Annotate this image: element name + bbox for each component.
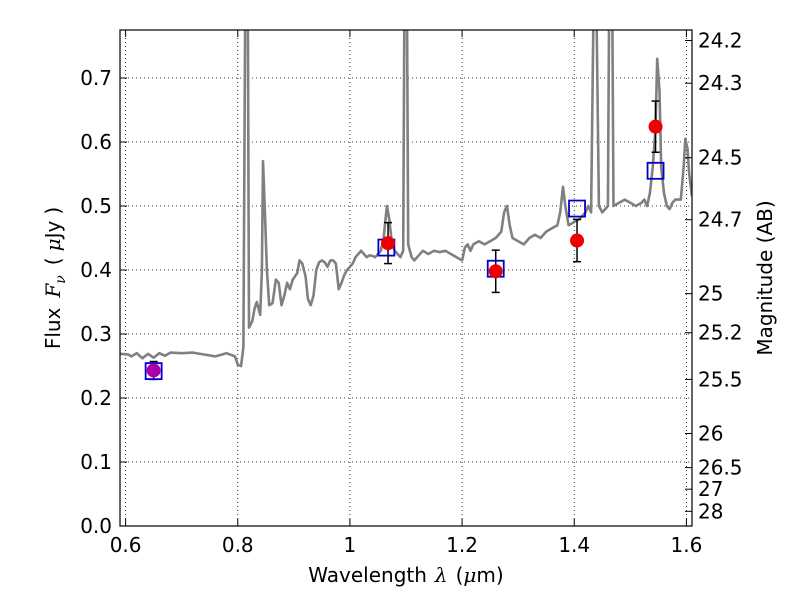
y-tick-label: 0.3 xyxy=(80,322,112,346)
observed-point xyxy=(648,119,663,134)
x-axis-label: Wavelength λ (μm) xyxy=(308,563,503,587)
spectrum-line xyxy=(120,30,692,368)
magnitude-tick-label: 24.2 xyxy=(698,29,743,53)
magnitude-tick-label: 25.5 xyxy=(698,367,743,391)
y-tick-label: 0.0 xyxy=(80,514,112,538)
magnitude-tick-label: 24.5 xyxy=(698,146,743,170)
magnitude-tick-label: 27 xyxy=(698,477,723,501)
magnitude-tick-label: 28 xyxy=(698,499,723,523)
plot-frame xyxy=(119,29,693,527)
magnitude-tick-label: 26.5 xyxy=(698,456,743,480)
x-tick-label: 1 xyxy=(344,533,357,557)
y-tick-label: 0.6 xyxy=(80,130,112,154)
model-point xyxy=(646,161,665,180)
magnitude-tick-label: 24.3 xyxy=(698,71,743,95)
observed-point xyxy=(570,233,585,248)
y-tick-label: 0.4 xyxy=(80,258,112,282)
magnitude-tick-label: 25 xyxy=(698,282,723,306)
x-tick-label: 1.6 xyxy=(670,533,702,557)
observed-point xyxy=(488,264,503,279)
plot-background xyxy=(120,30,692,526)
y-tick-label: 0.5 xyxy=(80,194,112,218)
y-tick-label: 0.2 xyxy=(80,386,112,410)
magnitude-tick-label: 24.7 xyxy=(698,208,743,232)
plot-content xyxy=(120,30,692,381)
x-tick-label: 0.6 xyxy=(110,533,142,557)
model-point xyxy=(144,362,163,381)
x-tick-label: 0.8 xyxy=(222,533,254,557)
magnitude-tick-label: 26 xyxy=(698,421,723,445)
axis-ticks: 0.6 0.8 1 1.2 1.4 1.6 0.0 0.1 0.2 0.3 0.4 0.5 0.6 0.7… xyxy=(80,29,742,557)
model-point xyxy=(568,199,586,218)
magnitude-tick-label: 25.2 xyxy=(698,321,743,345)
magnitude-axis-label: Magnitude (AB) xyxy=(753,200,777,355)
observed-point xyxy=(381,236,396,251)
x-tick-label: 1.2 xyxy=(446,533,478,557)
y-axis-label: FluxFν(μJy) xyxy=(41,207,69,349)
y-tick-label: 0.1 xyxy=(80,450,112,474)
y-tick-label: 0.7 xyxy=(80,66,112,90)
observed-point xyxy=(146,363,161,378)
x-tick-label: 1.4 xyxy=(558,533,590,557)
